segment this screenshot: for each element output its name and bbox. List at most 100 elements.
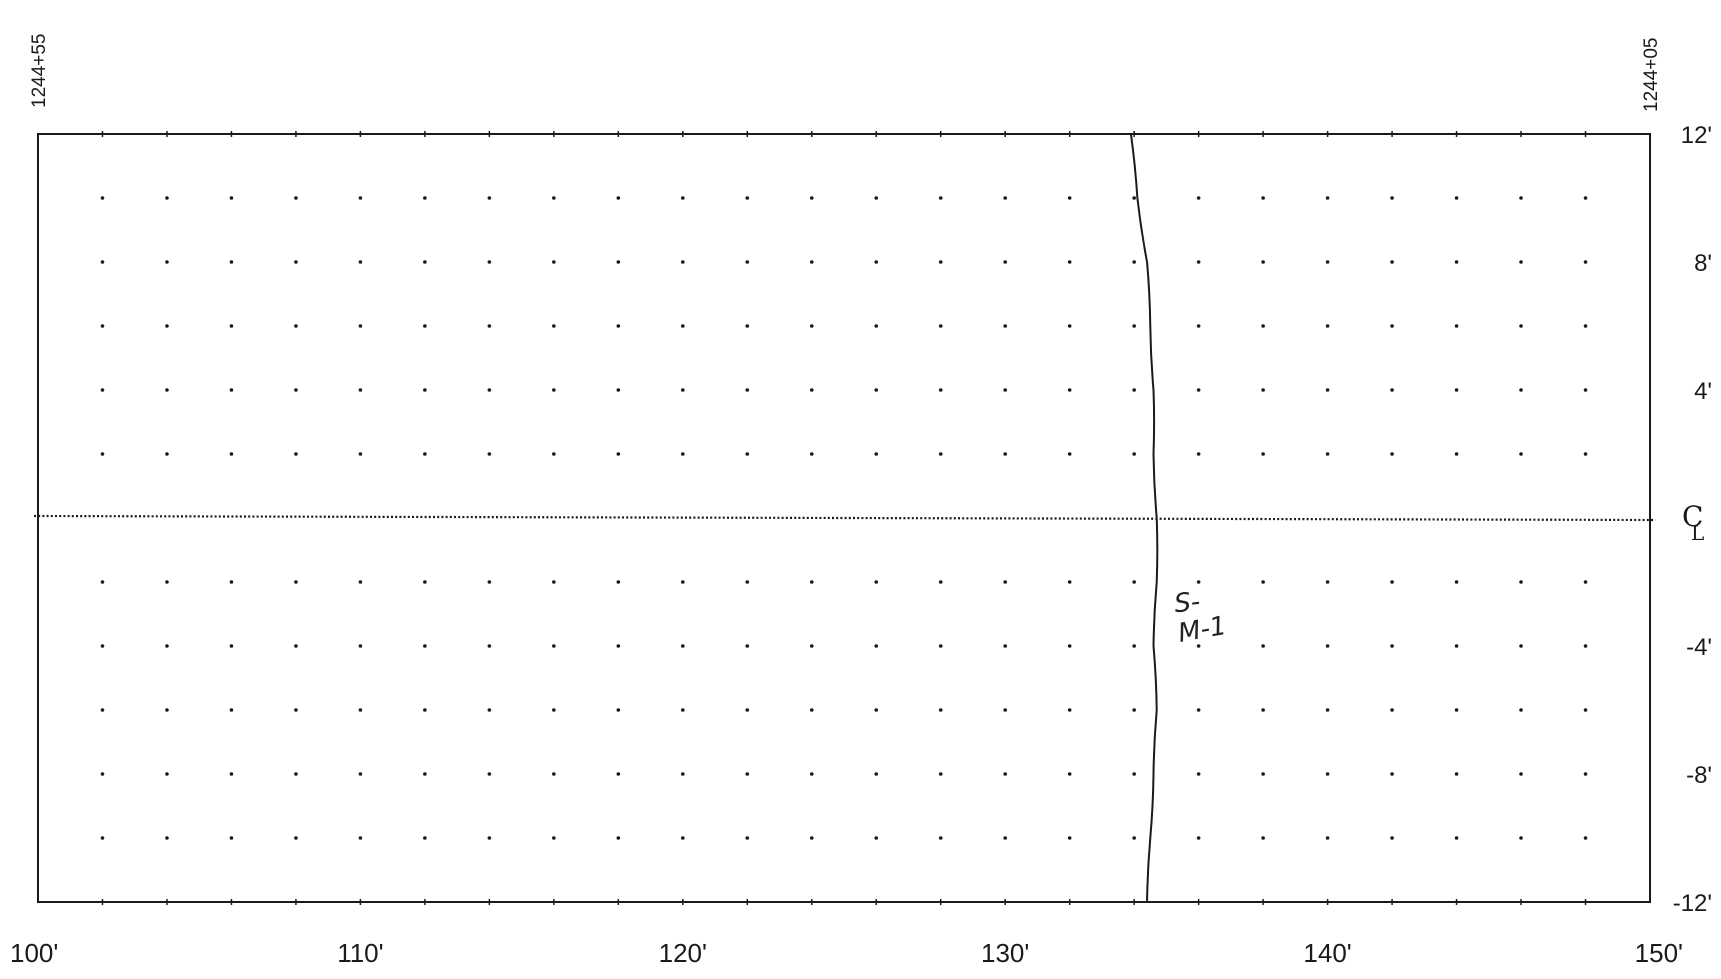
grid-dot bbox=[1325, 452, 1330, 456]
grid-dot bbox=[423, 708, 427, 712]
grid-dot bbox=[1261, 836, 1265, 840]
grid-dot bbox=[681, 196, 685, 200]
x-axis-label: 110' bbox=[337, 938, 383, 968]
grid-dot bbox=[1067, 388, 1072, 392]
x-axis-label: 150' bbox=[1635, 938, 1683, 968]
grid-dot bbox=[1454, 452, 1459, 456]
grid-dot bbox=[1003, 388, 1007, 392]
grid-dot bbox=[1196, 772, 1201, 776]
grid-dot bbox=[487, 196, 492, 200]
grid-dot bbox=[1003, 452, 1007, 456]
crack-path bbox=[1129, 133, 1159, 903]
grid-dot bbox=[487, 708, 492, 712]
grid-dot bbox=[1519, 708, 1523, 712]
grid-dot bbox=[1067, 708, 1072, 712]
grid-dot bbox=[1583, 324, 1588, 328]
grid-dot bbox=[616, 772, 621, 776]
grid-dot bbox=[1583, 836, 1588, 840]
grid-dot bbox=[1519, 260, 1523, 264]
dot-grid bbox=[100, 196, 1588, 840]
grid-dot bbox=[809, 644, 814, 648]
grid-dot bbox=[552, 324, 556, 328]
grid-dot bbox=[1390, 836, 1394, 840]
grid-dot bbox=[1261, 708, 1265, 712]
grid-dot bbox=[423, 452, 427, 456]
grid-dot bbox=[1454, 772, 1459, 776]
grid-dot bbox=[1196, 196, 1201, 200]
grid-dot bbox=[229, 580, 234, 584]
grid-dot bbox=[874, 644, 879, 648]
grid-dot bbox=[1325, 324, 1330, 328]
grid-dot bbox=[487, 388, 492, 392]
grid-dot bbox=[229, 452, 234, 456]
grid-dot bbox=[681, 324, 685, 328]
grid-dot bbox=[1067, 836, 1072, 840]
grid-dot bbox=[358, 580, 363, 584]
grid-dot bbox=[745, 196, 750, 200]
grid-dot bbox=[165, 836, 169, 840]
grid-dot bbox=[165, 644, 169, 648]
grid-dot bbox=[1132, 644, 1136, 648]
x-axis-label: 130' bbox=[981, 938, 1029, 968]
grid-dot bbox=[423, 644, 427, 648]
grid-dot bbox=[294, 260, 298, 264]
grid-dot bbox=[487, 580, 492, 584]
grid-dot bbox=[1583, 708, 1588, 712]
grid-dot bbox=[229, 836, 234, 840]
grid-dot bbox=[874, 388, 879, 392]
grid-dot bbox=[294, 452, 298, 456]
grid-dot bbox=[1583, 196, 1588, 200]
grid-dot bbox=[938, 708, 943, 712]
grid-dot bbox=[616, 260, 621, 264]
grid-dot bbox=[1132, 196, 1136, 200]
grid-dot bbox=[552, 452, 556, 456]
grid-dot bbox=[552, 580, 556, 584]
grid-dot bbox=[745, 708, 750, 712]
grid-dot bbox=[938, 324, 943, 328]
grid-dot bbox=[1196, 260, 1201, 264]
y-axis-label: 12' bbox=[1681, 122, 1712, 149]
grid-dot bbox=[552, 772, 556, 776]
grid-dot bbox=[229, 196, 234, 200]
grid-dot bbox=[1519, 388, 1523, 392]
grid-dot bbox=[809, 772, 814, 776]
grid-dot bbox=[358, 324, 363, 328]
grid-dot bbox=[1583, 644, 1588, 648]
grid-dot bbox=[681, 836, 685, 840]
grid-dot bbox=[229, 324, 234, 328]
grid-dot bbox=[423, 836, 427, 840]
y-axis-label: 8' bbox=[1694, 250, 1712, 277]
grid-dot bbox=[1390, 772, 1394, 776]
grid-dot bbox=[1583, 452, 1588, 456]
grid-dot bbox=[1003, 260, 1007, 264]
grid-dot bbox=[487, 260, 492, 264]
grid-dot bbox=[1325, 644, 1330, 648]
plot-frame bbox=[37, 133, 1651, 903]
grid-dot bbox=[938, 836, 943, 840]
grid-dot bbox=[1132, 324, 1136, 328]
grid-dot bbox=[294, 580, 298, 584]
grid-dot bbox=[229, 708, 234, 712]
grid-dot bbox=[1583, 580, 1588, 584]
grid-dot bbox=[1196, 324, 1201, 328]
grid-dot bbox=[616, 708, 621, 712]
grid-dot bbox=[1067, 580, 1072, 584]
grid-dot bbox=[938, 196, 943, 200]
grid-dot bbox=[1325, 708, 1330, 712]
grid-dot bbox=[1196, 388, 1201, 392]
grid-dot bbox=[1454, 260, 1459, 264]
grid-dot bbox=[100, 580, 105, 584]
grid-dot bbox=[1003, 324, 1007, 328]
grid-dot bbox=[1519, 836, 1523, 840]
x-axis-label: 120' bbox=[659, 938, 707, 968]
grid-dot bbox=[1454, 836, 1459, 840]
x-axis-label: 100' bbox=[10, 938, 58, 968]
grid-dot bbox=[616, 580, 621, 584]
grid-dot bbox=[100, 772, 105, 776]
grid-dot bbox=[745, 772, 750, 776]
grid-dot bbox=[874, 708, 879, 712]
grid-dot bbox=[1003, 644, 1007, 648]
grid-dot bbox=[745, 388, 750, 392]
grid-dot bbox=[1067, 644, 1072, 648]
